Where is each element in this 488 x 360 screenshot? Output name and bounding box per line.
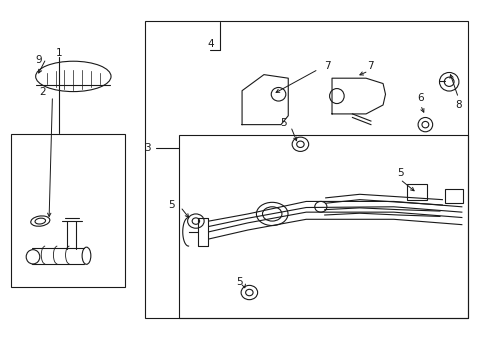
Ellipse shape [26,249,40,264]
Ellipse shape [314,202,326,212]
Ellipse shape [291,137,308,152]
Ellipse shape [241,285,257,300]
Text: 3: 3 [143,143,150,153]
Ellipse shape [82,247,91,264]
Text: 6: 6 [416,93,423,103]
Text: 9: 9 [36,55,42,65]
Ellipse shape [245,289,253,296]
Ellipse shape [271,87,285,101]
Bar [144,21,467,318]
Ellipse shape [187,214,203,228]
Ellipse shape [256,202,287,226]
Text: 8: 8 [454,100,461,110]
Text: 5: 5 [236,277,243,287]
Text: 7: 7 [367,61,373,71]
Text: 4: 4 [207,39,213,49]
Text: 2: 2 [40,87,46,98]
Ellipse shape [417,117,432,132]
Text: 5: 5 [396,168,403,178]
Ellipse shape [192,218,199,224]
Ellipse shape [296,141,304,148]
Bar [444,189,462,203]
Ellipse shape [421,121,428,128]
Text: 1: 1 [55,48,62,58]
Text: 7: 7 [323,61,330,71]
Ellipse shape [35,218,45,224]
Bar [407,184,426,200]
Text: 5: 5 [168,200,175,210]
Ellipse shape [262,207,282,221]
Ellipse shape [36,61,111,91]
Ellipse shape [444,77,453,86]
Ellipse shape [329,89,344,104]
Bar [179,135,467,318]
Ellipse shape [439,72,458,91]
Text: 5: 5 [280,118,286,128]
Bar [11,134,125,287]
Ellipse shape [31,216,50,226]
